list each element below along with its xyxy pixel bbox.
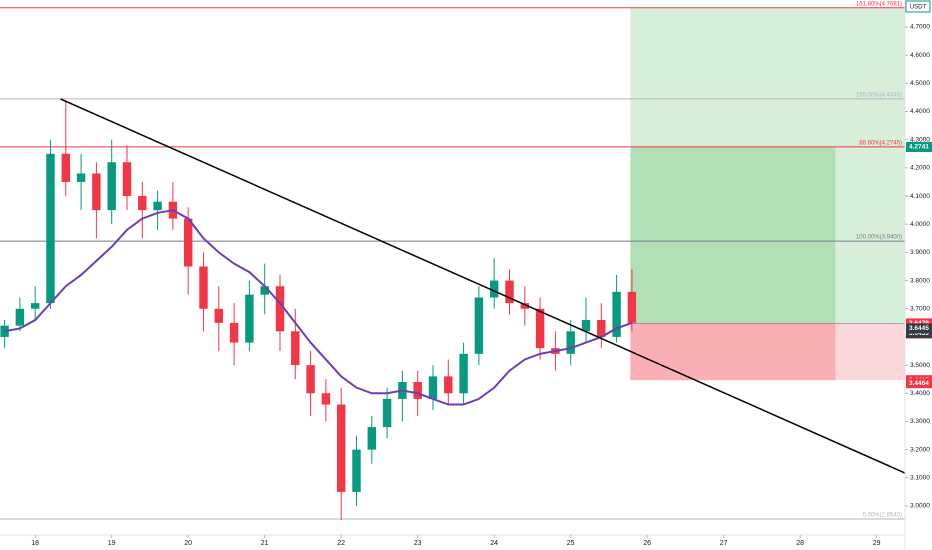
candle-body	[627, 291, 637, 323]
candle-body	[260, 286, 269, 295]
y-tick-label: 3.0000	[910, 503, 930, 510]
candle-body	[505, 280, 514, 304]
candle-body	[306, 365, 315, 394]
candle-body	[612, 291, 621, 337]
candle-body	[321, 393, 331, 405]
y-tick-label: 3.4000	[910, 390, 930, 397]
y-tick-label: 4.3000	[910, 136, 930, 143]
fib-label: 150.00%(4.4448)	[856, 92, 902, 98]
candle-body	[413, 382, 422, 399]
y-tick-label: 4.1000	[910, 193, 930, 200]
y-tick-label: 4.0000	[910, 221, 930, 228]
stop-zone	[630, 323, 836, 381]
candle-body	[76, 173, 86, 182]
y-tick-label: 3.9000	[910, 249, 930, 256]
candle-body	[535, 308, 545, 349]
candle-body	[245, 294, 254, 343]
x-tick-label: 21	[261, 540, 269, 547]
axes: 3.00003.10003.20003.30003.40003.50003.60…	[31, 0, 932, 547]
price-label: 3.4464	[909, 380, 929, 387]
x-tick-label: 27	[720, 540, 728, 547]
y-tick-label: 3.7000	[910, 305, 930, 312]
time-axis-bg	[0, 535, 905, 550]
y-tick-label: 3.5000	[910, 362, 930, 369]
candle-body	[428, 376, 438, 399]
candle-body	[199, 266, 208, 309]
candle-body	[275, 286, 285, 332]
currency-label: USDT	[910, 5, 927, 11]
x-tick-label: 22	[337, 540, 345, 547]
candle-body	[520, 303, 530, 309]
target-zone	[630, 146, 836, 324]
candle-body	[229, 322, 239, 343]
price-label-box	[906, 141, 932, 152]
y-tick-label: 4.2000	[910, 165, 930, 172]
candle-body	[138, 196, 147, 211]
x-tick-label: 23	[414, 540, 422, 547]
y-tick-label: 3.3000	[910, 418, 930, 425]
candle-body	[107, 162, 116, 211]
candle-body	[489, 280, 499, 298]
y-tick-label: 4.4000	[910, 108, 930, 115]
candle-body	[336, 404, 346, 492]
candle-body	[92, 173, 101, 211]
candle-body	[46, 153, 55, 304]
candle-body	[30, 303, 40, 309]
price-label-box	[906, 323, 932, 334]
candle-body	[183, 218, 193, 267]
moving-average	[4, 209, 633, 406]
stop-zone-extended	[630, 323, 905, 381]
candle-body	[597, 320, 606, 337]
fib-label: 161.80%(4.7681)	[856, 1, 902, 7]
x-tick-label: 29	[873, 540, 881, 547]
fib-label: 88.60%(4.2745)	[859, 140, 902, 146]
y-tick-label: 3.1000	[910, 475, 930, 482]
target-zone-extended	[630, 7, 905, 324]
candle-body	[61, 153, 70, 182]
candle-body	[214, 308, 223, 323]
trendline	[60, 98, 906, 474]
candle-body	[566, 331, 575, 354]
y-tick-label: 3.8000	[910, 277, 930, 284]
price-axis-bg	[905, 0, 932, 550]
x-tick-label: 19	[108, 540, 116, 547]
price-label-box	[906, 378, 932, 389]
candle-body	[153, 201, 162, 211]
x-tick-label: 28	[796, 540, 804, 547]
currency-box	[905, 0, 931, 13]
candle-body	[459, 353, 468, 394]
price-label: 3.6445	[909, 325, 929, 332]
candle-body	[382, 398, 392, 428]
x-tick-label: 26	[643, 540, 651, 547]
candle-body	[352, 449, 361, 492]
fib-label: 100.00%(3.9400)	[856, 235, 902, 241]
fib-label: 0.00%(2.9540)	[863, 513, 902, 519]
plot-area: 161.80%(4.7681) 150.00%(4.4448) 88.60%(4.2…	[0, 1, 906, 521]
candle-body	[444, 376, 453, 394]
candle-body	[581, 320, 591, 332]
price-label: 4.2741	[909, 144, 929, 151]
y-tick-label: 4.6000	[910, 52, 930, 59]
candle-body	[367, 427, 376, 450]
candle-body	[122, 162, 132, 197]
candle-body	[474, 297, 484, 354]
y-tick-label: 4.7000	[910, 24, 930, 31]
candle-body	[15, 308, 25, 326]
x-tick-label: 20	[184, 540, 192, 547]
x-tick-label: 24	[490, 540, 498, 547]
x-tick-label: 18	[31, 540, 39, 547]
y-tick-label: 3.2000	[910, 446, 930, 453]
candle-body	[291, 331, 300, 366]
x-tick-label: 25	[567, 540, 575, 547]
y-tick-label: 4.5000	[910, 80, 930, 87]
